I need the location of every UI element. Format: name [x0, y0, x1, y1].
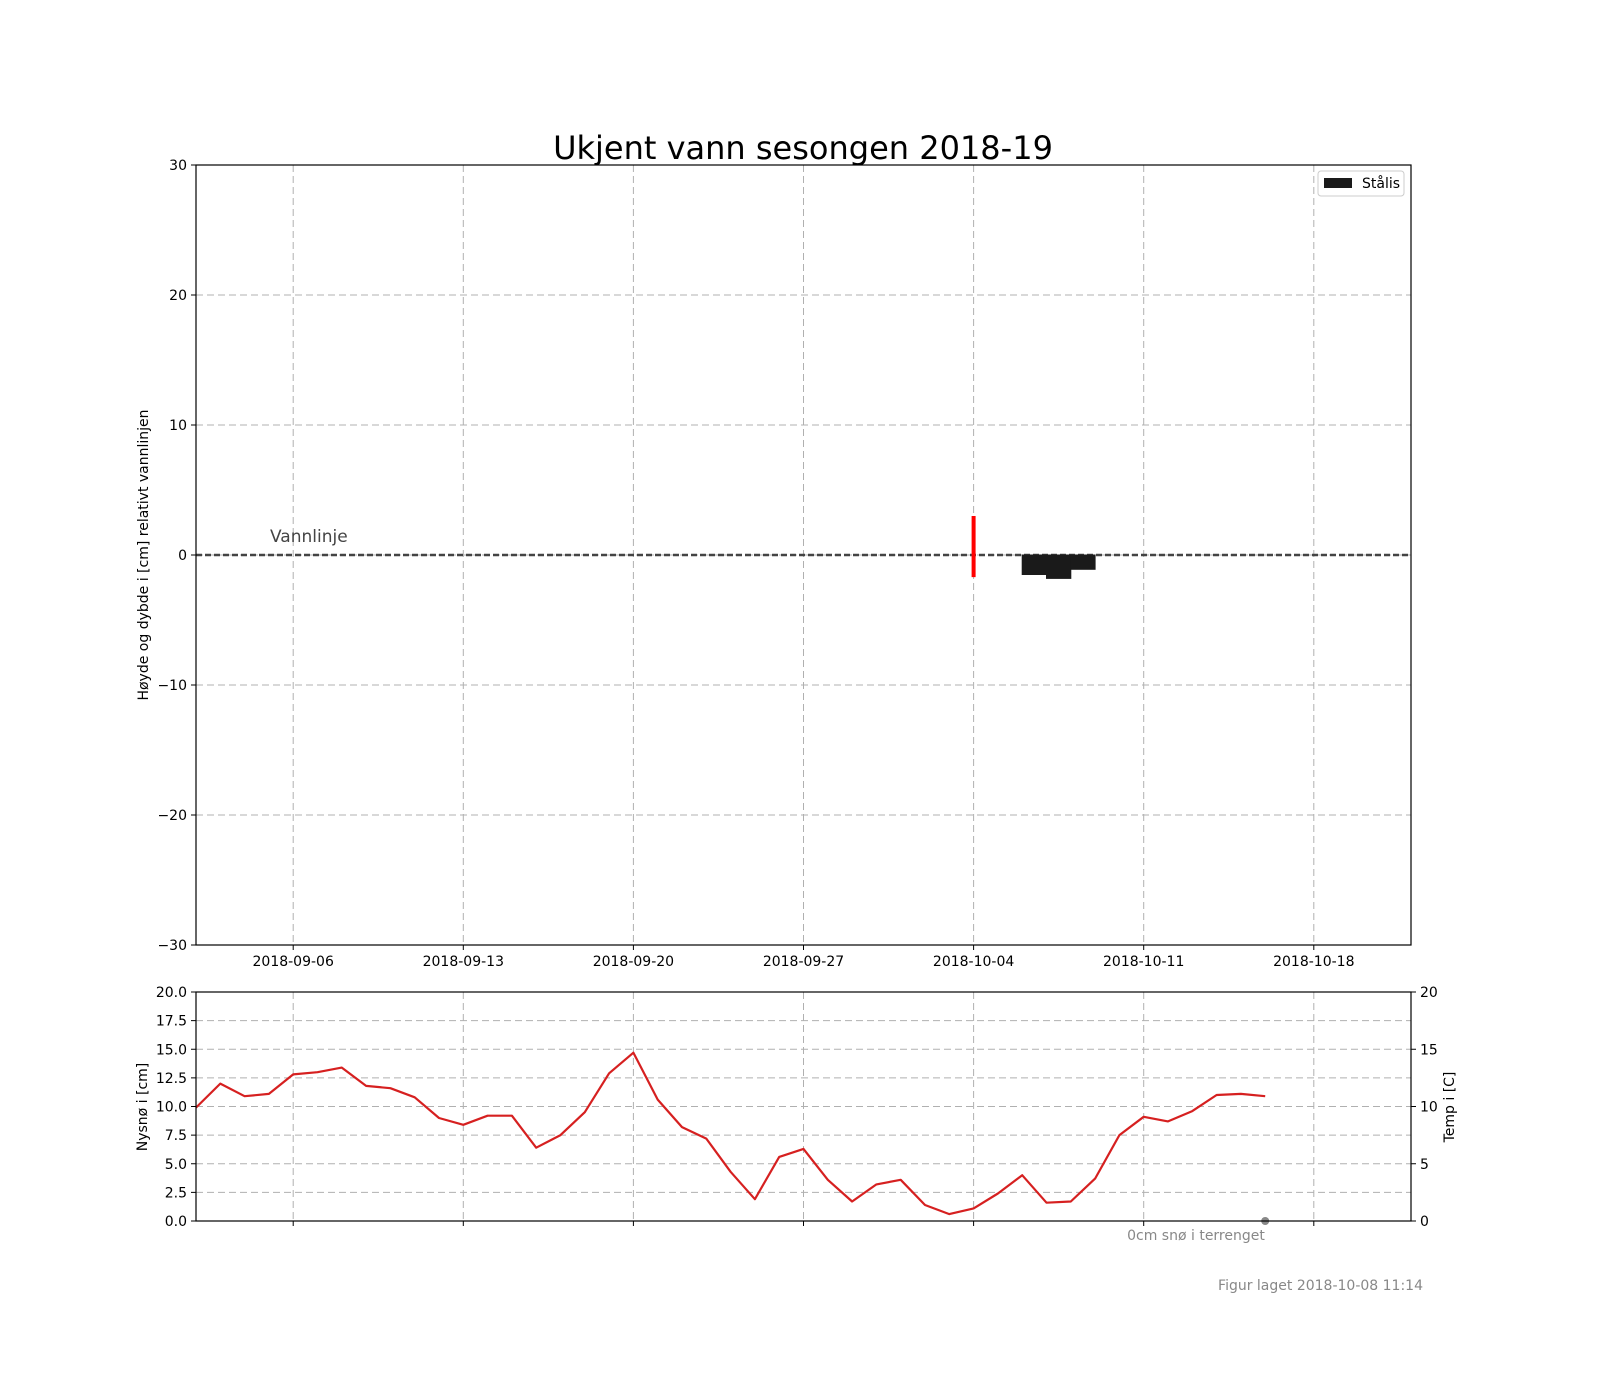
main-x-tick-label: 2018-09-13: [423, 954, 504, 970]
sub-y-tick-label: 12.5: [156, 1071, 187, 1087]
sub-y-tick-label: 5.0: [165, 1157, 187, 1173]
ice-bar: [1070, 554, 1096, 570]
sub-left-y-ticks: 0.0 2.5 5.0 7.5 10.0 12.5 15.0 17.5 20.0: [156, 985, 196, 1230]
main-y-tick-label: −10: [157, 678, 187, 694]
sub-y-tick-label: 17.5: [156, 1014, 187, 1030]
chart-title: Ukjent vann sesongen 2018-19: [553, 129, 1053, 167]
sub-y-tick-label: 0.0: [165, 1214, 187, 1230]
main-y-tick-label: 30: [169, 158, 187, 174]
main-x-tick-label: 2018-09-06: [253, 954, 334, 970]
sub-right-y-tick-label: 5: [1420, 1157, 1429, 1173]
sub-right-y-tick-label: 0: [1420, 1214, 1429, 1230]
weather-chart: 0.0 2.5 5.0 7.5 10.0 12.5 15.0 17.5 20.0 0 5 10 15 2…: [135, 985, 1458, 1244]
main-y-tick-label: −20: [157, 808, 187, 824]
sub-right-y-tick-label: 20: [1420, 985, 1438, 1001]
legend-box: [1317, 170, 1405, 197]
main-x-tick-label: 2018-09-20: [593, 954, 674, 970]
sub-y-tick-label: 20.0: [156, 985, 187, 1001]
sub-marks: [195, 1051, 1270, 1225]
sub-right-y-tick-label: 15: [1420, 1042, 1438, 1058]
sub-x-ticks: [292, 1221, 1315, 1226]
sub-y-axis-label-left: Nysnø i [cm]: [135, 1063, 151, 1152]
legend-swatch-stalis: [1324, 178, 1352, 188]
sub-y-tick-label: 15.0: [156, 1042, 187, 1058]
sub-y-tick-label: 7.5: [165, 1128, 187, 1144]
main-x-tick-label: 2018-10-11: [1103, 954, 1184, 970]
sub-right-y-tick-label: 10: [1420, 1100, 1438, 1116]
main-x-tick-label: 2018-10-18: [1273, 954, 1354, 970]
main-y-ticks: 30 20 10 0 −10 −20 −30: [157, 158, 196, 954]
temperature-line: [195, 1051, 1266, 1216]
sub-y-tick-label: 2.5: [165, 1185, 187, 1201]
figure-footer: Figur laget 2018-10-08 11:14: [1218, 1278, 1423, 1294]
main-y-tick-label: 0: [178, 548, 187, 564]
main-marks: [196, 516, 1411, 579]
sub-y-tick-label: 10.0: [156, 1100, 187, 1116]
legend: Stålis: [1317, 170, 1405, 197]
sub-y-axis-label-right: Temp i [C]: [1442, 1072, 1458, 1144]
snow-depth-annotation: 0cm snø i terrenget: [1127, 1228, 1265, 1244]
main-x-ticks: 2018-09-06 2018-09-13 2018-09-20 2018-09-27…: [253, 945, 1354, 970]
sub-grid: [196, 992, 1411, 1221]
legend-label-stalis: Stålis: [1362, 175, 1400, 192]
ice-bar: [1046, 554, 1072, 579]
main-y-tick-label: 10: [169, 418, 187, 434]
sub-right-y-ticks: 0 5 10 15 20: [1411, 985, 1438, 1230]
main-y-axis-label: Høyde og dybde i [cm] relativt vannlinje…: [136, 409, 152, 700]
waterline-label: Vannlinje: [270, 527, 348, 547]
main-x-tick-label: 2018-09-27: [763, 954, 844, 970]
main-y-tick-label: −30: [157, 938, 187, 954]
ice-bar: [1021, 554, 1048, 575]
main-x-tick-label: 2018-10-04: [933, 954, 1014, 970]
main-y-tick-label: 20: [169, 288, 187, 304]
